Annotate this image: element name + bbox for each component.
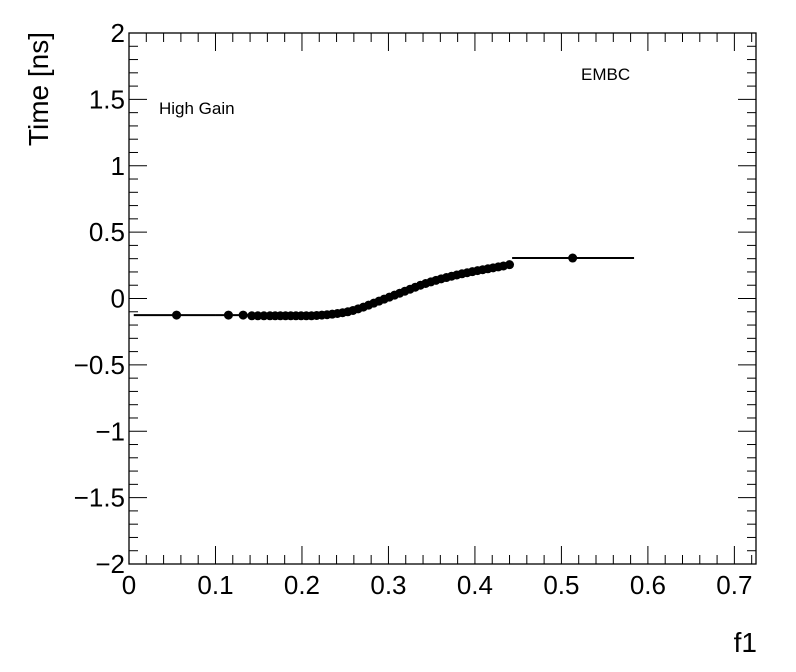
gain-annotation: High Gain [159,99,235,118]
data-point [505,260,515,270]
y-tick-label: 1.5 [89,84,125,114]
y-tick-label: 2 [111,18,125,48]
x-axis-ticks [128,33,753,564]
data-point [568,253,578,263]
x-axis-tick-labels: 0 0.1 0.2 0.3 0.4 0.5 0.6 0.7 [122,570,753,600]
x-tick-label: 0.2 [284,570,320,600]
x-tick-label: 0.7 [716,570,752,600]
y-tick-label: 0 [111,284,125,314]
data-point [223,310,233,320]
x-axis-title: f1 [734,627,757,658]
x-tick-label: 0.5 [543,570,579,600]
x-tick-label: 0.6 [630,570,666,600]
x-tick-label: 0 [122,570,136,600]
y-tick-label: −2 [95,549,125,579]
y-axis-tick-labels: −2 −1.5 −1 −0.5 0 0.5 1 1.5 2 [74,18,125,579]
y-tick-label: −0.5 [74,350,125,380]
data-point [172,310,182,320]
y-axis-title: Time [ns] [23,32,54,146]
y-tick-label: 1 [111,151,125,181]
x-tick-label: 0.3 [370,570,406,600]
y-tick-label: −1.5 [74,483,125,513]
y-tick-label: −1 [95,416,125,446]
y-tick-label: 0.5 [89,217,125,247]
data-points [172,253,578,321]
x-tick-label: 0.1 [197,570,233,600]
y-axis-ticks [129,32,756,565]
data-point [238,310,248,320]
detector-annotation: EMBC [581,65,630,84]
error-bars [133,257,635,317]
x-tick-label: 0.4 [457,570,493,600]
